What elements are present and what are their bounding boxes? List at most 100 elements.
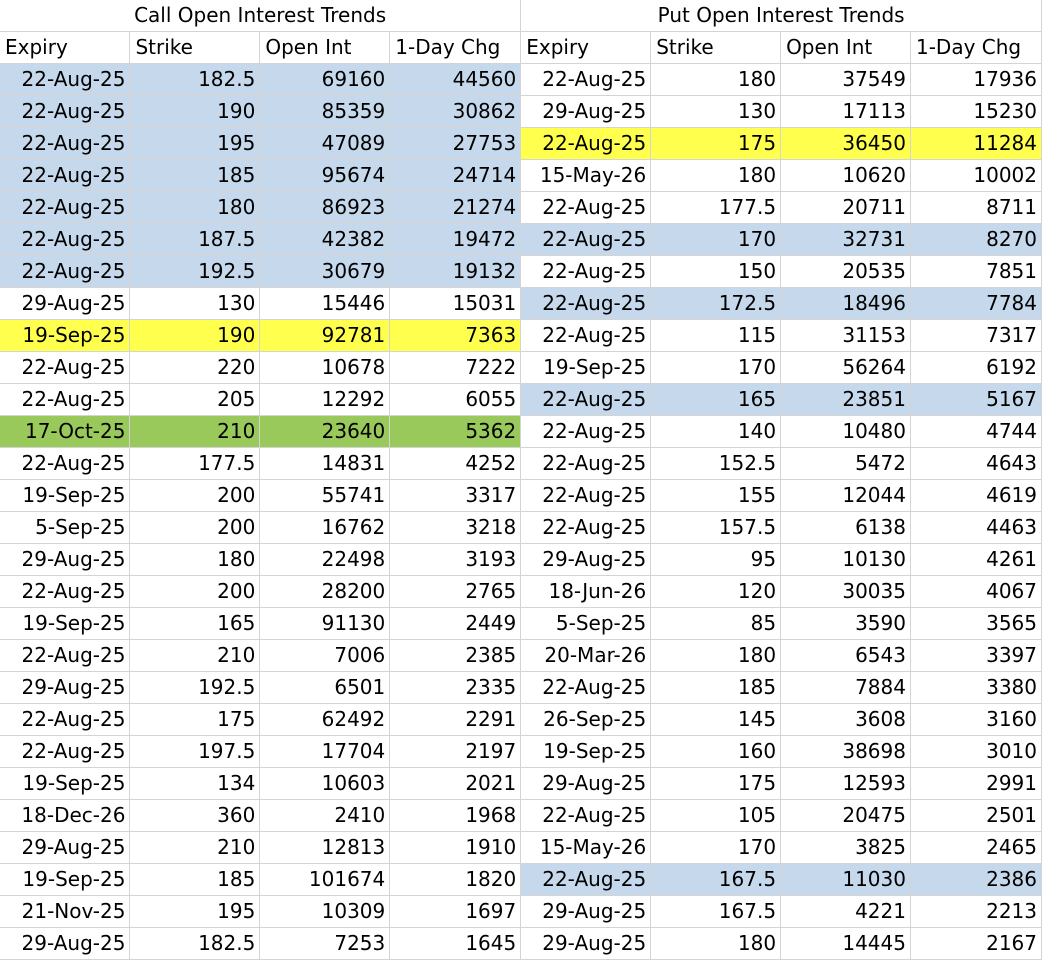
call-open-int-cell[interactable]: 14831 — [259, 447, 391, 480]
put-strike-cell[interactable]: 160 — [650, 735, 782, 768]
put-expiry-cell[interactable]: 22-Aug-25 — [520, 671, 652, 704]
call-strike-cell[interactable]: 200 — [129, 575, 261, 608]
put-one-day-chg-cell[interactable]: 7851 — [910, 255, 1042, 288]
put-expiry-cell[interactable]: 26-Sep-25 — [520, 703, 652, 736]
put-strike-cell[interactable]: 150 — [650, 255, 782, 288]
put-strike-cell[interactable]: 180 — [650, 159, 782, 192]
call-header-open-int[interactable]: Open Int — [259, 31, 391, 64]
put-one-day-chg-cell[interactable]: 2465 — [910, 831, 1042, 864]
call-header-strike[interactable]: Strike — [129, 31, 261, 64]
call-expiry-cell[interactable]: 5-Sep-25 — [0, 511, 131, 544]
put-strike-cell[interactable]: 130 — [650, 95, 782, 128]
call-expiry-cell[interactable]: 22-Aug-25 — [0, 159, 131, 192]
call-open-int-cell[interactable]: 86923 — [259, 191, 391, 224]
put-one-day-chg-cell[interactable]: 3397 — [910, 639, 1042, 672]
call-expiry-cell[interactable]: 19-Sep-25 — [0, 319, 131, 352]
put-strike-cell[interactable]: 180 — [650, 63, 782, 96]
put-one-day-chg-cell[interactable]: 4619 — [910, 479, 1042, 512]
put-open-int-cell[interactable]: 7884 — [780, 671, 911, 704]
call-expiry-cell[interactable]: 29-Aug-25 — [0, 543, 131, 576]
call-expiry-cell[interactable]: 22-Aug-25 — [0, 95, 131, 128]
call-one-day-chg-cell[interactable]: 2385 — [389, 639, 522, 672]
put-one-day-chg-cell[interactable]: 2213 — [910, 895, 1042, 928]
call-expiry-cell[interactable]: 19-Sep-25 — [0, 863, 131, 896]
put-expiry-cell[interactable]: 5-Sep-25 — [520, 607, 652, 640]
call-open-int-cell[interactable]: 62492 — [259, 703, 391, 736]
call-open-int-cell[interactable]: 12292 — [259, 383, 391, 416]
put-strike-cell[interactable]: 170 — [650, 351, 782, 384]
put-open-int-cell[interactable]: 20535 — [780, 255, 911, 288]
put-strike-cell[interactable]: 140 — [650, 415, 782, 448]
put-expiry-cell[interactable]: 15-May-26 — [520, 159, 652, 192]
put-one-day-chg-cell[interactable]: 4643 — [910, 447, 1042, 480]
put-open-int-cell[interactable]: 3590 — [780, 607, 911, 640]
put-expiry-cell[interactable]: 22-Aug-25 — [520, 319, 652, 352]
call-expiry-cell[interactable]: 19-Sep-25 — [0, 479, 131, 512]
put-one-day-chg-cell[interactable]: 11284 — [910, 127, 1042, 160]
call-expiry-cell[interactable]: 18-Dec-26 — [0, 799, 131, 832]
call-one-day-chg-cell[interactable]: 19472 — [389, 223, 522, 256]
put-strike-cell[interactable]: 172.5 — [650, 287, 782, 320]
call-strike-cell[interactable]: 192.5 — [129, 671, 261, 704]
put-one-day-chg-cell[interactable]: 4463 — [910, 511, 1042, 544]
put-expiry-cell[interactable]: 22-Aug-25 — [520, 511, 652, 544]
put-one-day-chg-cell[interactable]: 2386 — [910, 863, 1042, 896]
put-expiry-cell[interactable]: 22-Aug-25 — [520, 415, 652, 448]
put-expiry-cell[interactable]: 29-Aug-25 — [520, 895, 652, 928]
put-open-int-cell[interactable]: 4221 — [780, 895, 911, 928]
call-one-day-chg-cell[interactable]: 1645 — [389, 927, 522, 960]
call-open-int-cell[interactable]: 12813 — [259, 831, 391, 864]
call-expiry-cell[interactable]: 22-Aug-25 — [0, 127, 131, 160]
put-open-int-cell[interactable]: 6138 — [780, 511, 911, 544]
put-expiry-cell[interactable]: 22-Aug-25 — [520, 63, 652, 96]
put-one-day-chg-cell[interactable]: 3565 — [910, 607, 1042, 640]
call-open-int-cell[interactable]: 7253 — [259, 927, 391, 960]
call-expiry-cell[interactable]: 17-Oct-25 — [0, 415, 131, 448]
call-open-int-cell[interactable]: 95674 — [259, 159, 391, 192]
call-one-day-chg-cell[interactable]: 5362 — [389, 415, 522, 448]
call-open-int-cell[interactable]: 55741 — [259, 479, 391, 512]
call-open-int-cell[interactable]: 7006 — [259, 639, 391, 672]
put-open-int-cell[interactable]: 32731 — [780, 223, 911, 256]
call-one-day-chg-cell[interactable]: 3317 — [389, 479, 522, 512]
put-open-int-cell[interactable]: 10480 — [780, 415, 911, 448]
put-open-int-cell[interactable]: 30035 — [780, 575, 911, 608]
call-strike-cell[interactable]: 177.5 — [129, 447, 261, 480]
call-strike-cell[interactable]: 210 — [129, 831, 261, 864]
call-expiry-cell[interactable]: 29-Aug-25 — [0, 927, 131, 960]
call-expiry-cell[interactable]: 22-Aug-25 — [0, 735, 131, 768]
put-expiry-cell[interactable]: 22-Aug-25 — [520, 127, 652, 160]
call-open-int-cell[interactable]: 85359 — [259, 95, 391, 128]
put-header-open-int[interactable]: Open Int — [780, 31, 911, 64]
call-one-day-chg-cell[interactable]: 24714 — [389, 159, 522, 192]
put-open-int-cell[interactable]: 56264 — [780, 351, 911, 384]
call-strike-cell[interactable]: 180 — [129, 543, 261, 576]
put-strike-cell[interactable]: 167.5 — [650, 895, 782, 928]
call-one-day-chg-cell[interactable]: 21274 — [389, 191, 522, 224]
call-open-int-cell[interactable]: 16762 — [259, 511, 391, 544]
call-one-day-chg-cell[interactable]: 1968 — [389, 799, 522, 832]
call-open-int-cell[interactable]: 10678 — [259, 351, 391, 384]
call-strike-cell[interactable]: 175 — [129, 703, 261, 736]
call-one-day-chg-cell[interactable]: 27753 — [389, 127, 522, 160]
call-expiry-cell[interactable]: 29-Aug-25 — [0, 831, 131, 864]
call-open-int-cell[interactable]: 15446 — [259, 287, 391, 320]
put-strike-cell[interactable]: 170 — [650, 831, 782, 864]
put-open-int-cell[interactable]: 31153 — [780, 319, 911, 352]
call-expiry-cell[interactable]: 21-Nov-25 — [0, 895, 131, 928]
call-expiry-cell[interactable]: 22-Aug-25 — [0, 351, 131, 384]
call-expiry-cell[interactable]: 22-Aug-25 — [0, 639, 131, 672]
put-one-day-chg-cell[interactable]: 4067 — [910, 575, 1042, 608]
call-strike-cell[interactable]: 360 — [129, 799, 261, 832]
put-open-int-cell[interactable]: 23851 — [780, 383, 911, 416]
call-strike-cell[interactable]: 190 — [129, 319, 261, 352]
put-open-int-cell[interactable]: 17113 — [780, 95, 911, 128]
call-strike-cell[interactable]: 134 — [129, 767, 261, 800]
put-expiry-cell[interactable]: 19-Sep-25 — [520, 351, 652, 384]
call-expiry-cell[interactable]: 22-Aug-25 — [0, 383, 131, 416]
put-expiry-cell[interactable]: 22-Aug-25 — [520, 287, 652, 320]
call-expiry-cell[interactable]: 29-Aug-25 — [0, 671, 131, 704]
call-strike-cell[interactable]: 197.5 — [129, 735, 261, 768]
call-one-day-chg-cell[interactable]: 2765 — [389, 575, 522, 608]
put-expiry-cell[interactable]: 18-Jun-26 — [520, 575, 652, 608]
